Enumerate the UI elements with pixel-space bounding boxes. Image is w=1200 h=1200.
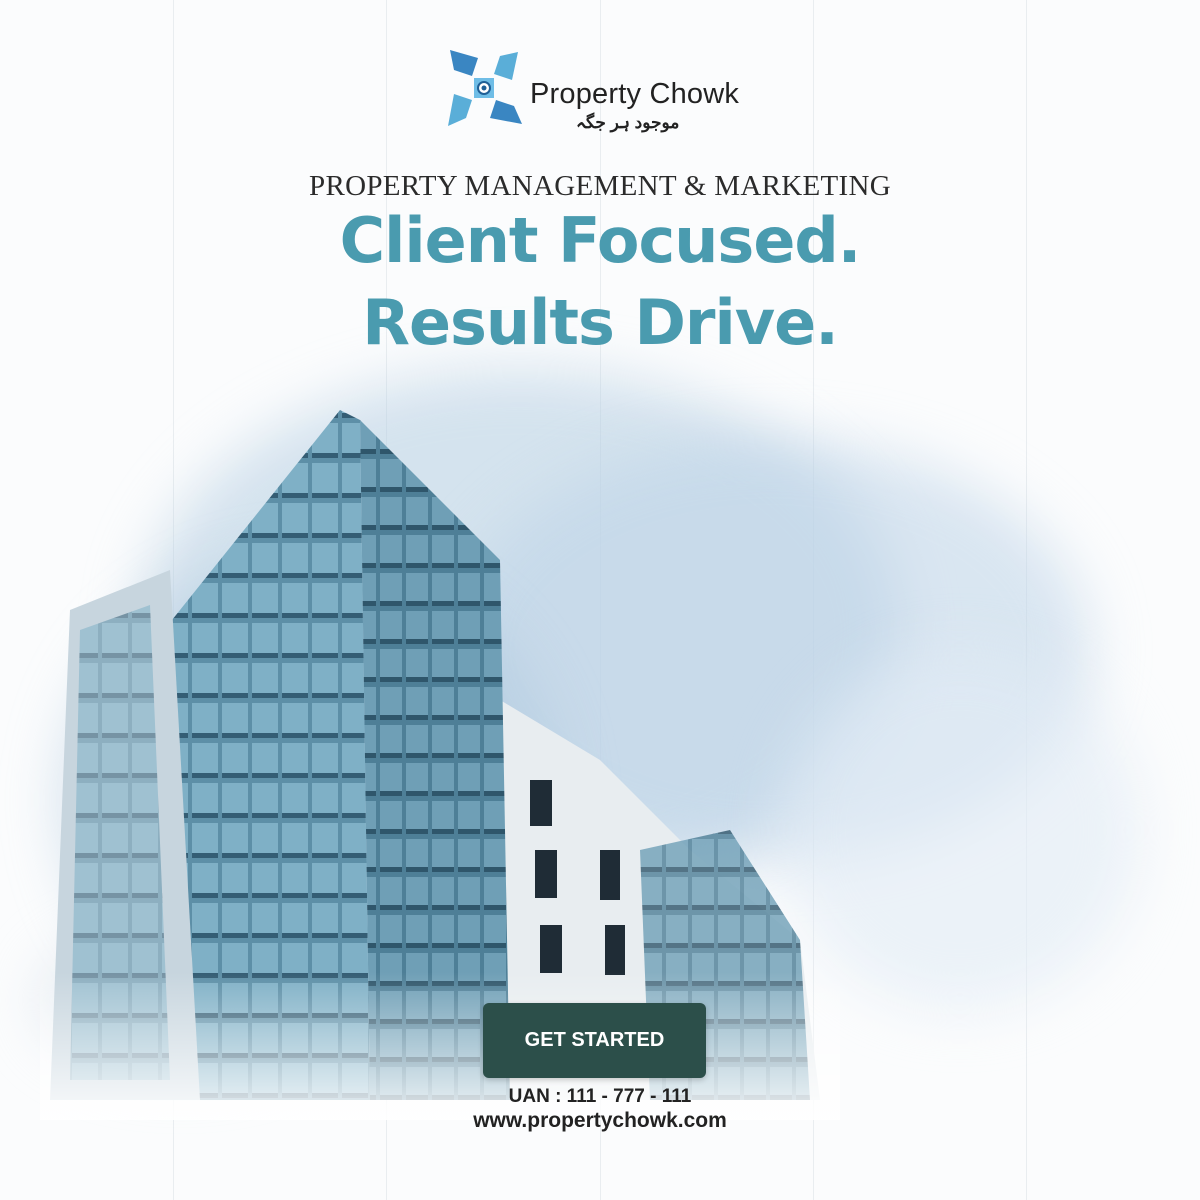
hero-kicker: PROPERTY MANAGEMENT & MARKETING	[309, 170, 891, 202]
headline-line-2: Results Drive.	[362, 286, 839, 359]
website-link[interactable]: www.propertychowk.com	[473, 1109, 727, 1132]
uan-number: UAN : 111 - 777 - 111	[508, 1086, 692, 1107]
headline-line-1: Client Focused.	[339, 204, 862, 277]
logo-mark-icon	[448, 50, 522, 126]
brand-name: Property Chowk	[530, 78, 740, 110]
get-started-button[interactable]: GET STARTED	[483, 1003, 706, 1078]
brand-logo[interactable]: Property Chowk موجود ہر جگہ	[444, 48, 744, 134]
brand-tagline: موجود ہر جگہ	[576, 113, 680, 132]
building-illustration	[40, 380, 840, 1120]
